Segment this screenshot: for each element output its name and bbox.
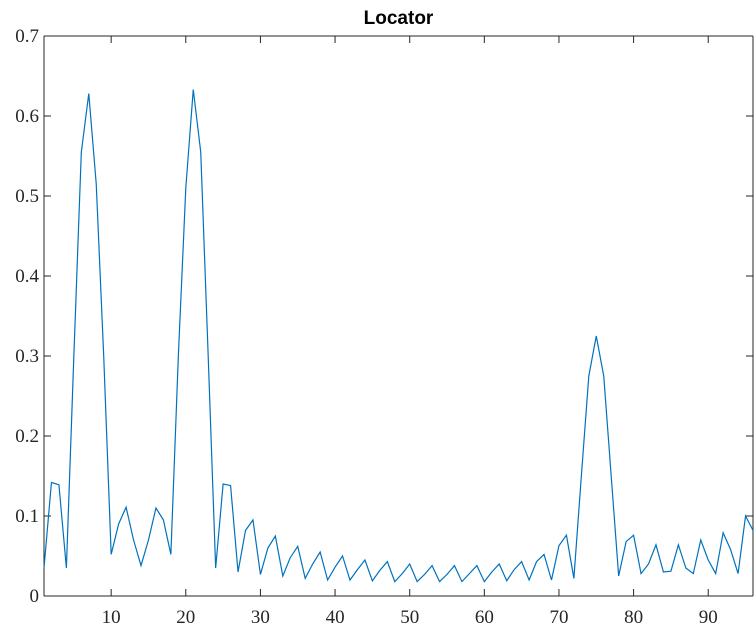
y-tick-label: 0 [30,586,40,607]
chart-title: Locator [364,8,434,29]
y-tick-label: 0.5 [15,186,39,207]
y-tick-label: 0.6 [15,106,39,127]
x-tick-label: 40 [326,607,345,628]
x-tick-label: 50 [400,607,419,628]
series-group [43,89,754,583]
series-line-1 [43,89,754,583]
y-tick-label: 0.2 [15,426,39,447]
ticks [44,35,753,597]
x-tick-label: 30 [251,607,270,628]
y-tick-label: 0.4 [15,266,39,287]
x-tick-label: 10 [102,607,121,628]
x-tick-label: 20 [176,607,195,628]
x-tick-label: 80 [624,607,643,628]
x-tick-label: 70 [549,607,568,628]
y-tick-label: 0.7 [15,26,39,47]
axes [43,35,754,597]
tick-labels: 0 0.1 0.2 0.3 0.4 0.5 0.6 0.7 10 20 30 40 50 60 70 80 90 [15,26,717,628]
y-tick-label: 0.1 [15,506,39,527]
y-tick-label: 0.3 [15,346,39,367]
x-tick-label: 60 [475,607,494,628]
x-tick-label: 90 [699,607,718,628]
